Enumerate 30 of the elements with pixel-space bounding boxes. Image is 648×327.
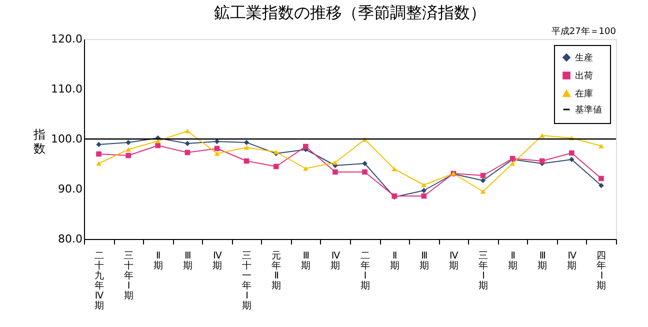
legend-label: 在庫: [575, 88, 593, 100]
x-tick-label: Ⅳ期: [330, 250, 341, 272]
x-tick-label: Ⅳ期: [212, 250, 222, 272]
x-tick-label: Ⅲ期: [538, 250, 548, 272]
x-tick-label: 二年Ⅰ期: [360, 250, 370, 292]
x-tick-label: Ⅱ期: [508, 250, 518, 272]
x-tick-label: Ⅳ期: [448, 250, 459, 272]
x-tick-label: 三年Ⅰ期: [478, 250, 488, 292]
x-tick-label: Ⅲ期: [182, 250, 193, 272]
x-tick-label: Ⅱ期: [153, 250, 164, 272]
y-tick-label: 110.0: [51, 82, 82, 96]
x-tick-label: Ⅲ期: [301, 250, 312, 272]
x-tick-label: Ⅲ期: [419, 250, 430, 272]
x-tick-label: Ⅱ期: [390, 250, 400, 272]
y-axis-title: 指数: [32, 128, 46, 156]
y-tick-label: 100.0: [51, 132, 82, 146]
text: 平成27年＝100: [551, 26, 616, 37]
legend-label: 生産: [575, 52, 593, 64]
x-tick-label: 元年Ⅱ期: [272, 250, 282, 292]
chart-title: 鉱工業指数の推移（季節調整済指数）: [214, 3, 486, 22]
legend-label: 出荷: [575, 70, 593, 82]
y-tick-label: 90.0: [58, 182, 82, 196]
legend-label: 基準値: [575, 104, 602, 116]
x-tick-label: 四年Ⅰ期: [596, 250, 607, 292]
x-tick-label: 三十一年Ⅰ期: [242, 250, 252, 312]
y-tick-label: 80.0: [58, 232, 82, 246]
x-tick-label: 二十九年Ⅳ期: [94, 250, 104, 312]
x-tick-label: Ⅳ期: [567, 250, 578, 272]
x-tick-label: 三十年Ⅰ期: [124, 250, 134, 302]
y-tick-label: 120.0: [51, 32, 82, 46]
